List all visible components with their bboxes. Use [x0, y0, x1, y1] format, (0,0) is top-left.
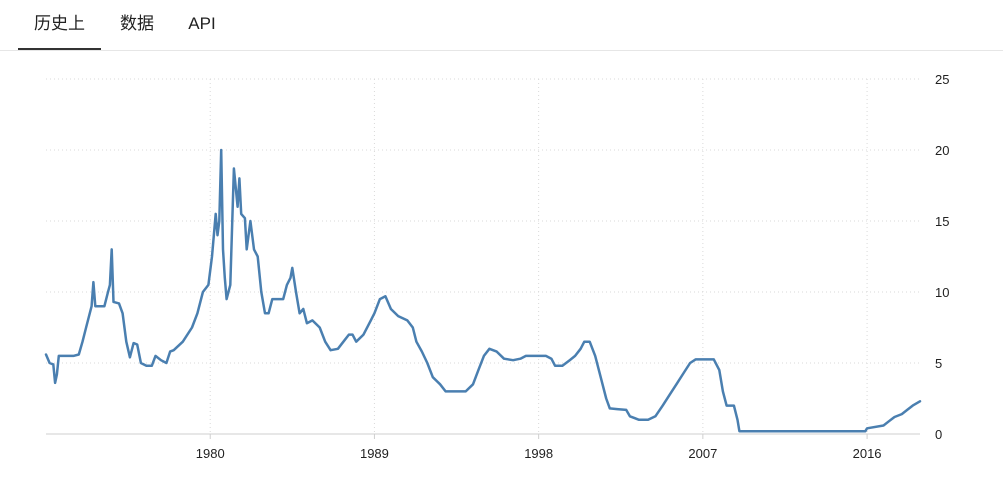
x-tick-label: 1980	[196, 446, 225, 461]
y-tick-label: 5	[935, 356, 942, 371]
x-tick-label: 1989	[360, 446, 389, 461]
line-chart: 1980 1989 1998 2007 2016 0 5 10 15 20 25	[44, 72, 949, 461]
tab-bar: 历史上 数据 API	[0, 0, 1003, 51]
y-axis: 0 5 10 15 20 25	[935, 72, 949, 442]
x-axis: 1980 1989 1998 2007 2016	[46, 433, 920, 461]
plot-area	[44, 148, 922, 433]
y-tick-label: 20	[935, 143, 949, 158]
y-tick-label: 10	[935, 285, 949, 300]
x-tick-label: 2007	[688, 446, 717, 461]
chart-container: 1980 1989 1998 2007 2016 0 5 10 15 20 25	[0, 51, 1003, 484]
series-line	[44, 148, 922, 433]
y-tick-label: 0	[935, 427, 942, 442]
x-tick-label: 2016	[853, 446, 882, 461]
tab-data[interactable]: 数据	[120, 14, 154, 33]
x-tick-label: 1998	[524, 446, 553, 461]
y-tick-label: 15	[935, 214, 949, 229]
tab-api[interactable]: API	[188, 14, 216, 33]
grid	[46, 78, 920, 434]
y-tick-label: 25	[935, 72, 949, 87]
tab-history[interactable]: 历史上	[18, 0, 101, 50]
